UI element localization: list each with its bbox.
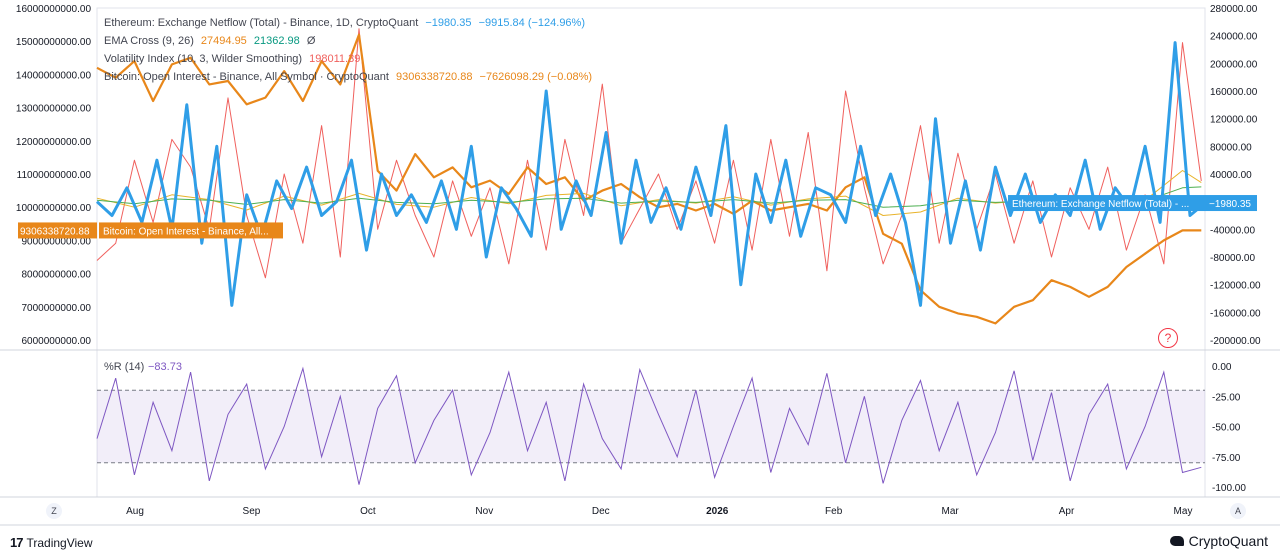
auto-scale-button[interactable]: A [1230,503,1246,519]
x-tick-label: Oct [360,506,376,517]
y-right-tick-label: 40000.00 [1210,170,1252,181]
netflow-price-tag [1205,195,1257,212]
x-tick-label: Feb [825,506,843,517]
y-left-tick-label: 14000000000.00 [16,70,92,81]
x-tick-label: Dec [592,506,610,517]
tradingview-mark-icon: 17 [10,535,24,550]
wr-tick-label: 0.00 [1212,362,1232,373]
wr-band [97,390,1205,463]
legend-volatility-index[interactable]: Volatility Index (10, 3, Wilder Smoothin… [104,53,361,65]
y-right-tick-label: 280000.00 [1210,4,1258,15]
netflow-series-tag [1008,195,1205,212]
y-right-tick-label: 240000.00 [1210,32,1258,43]
oi-series-tag [99,222,283,239]
chart-legend: Ethereum: Exchange Netflow (Total) - Bin… [104,14,592,86]
cryptoquant-mark-icon [1169,536,1184,546]
oi-price-tag-value: 9306338720.88 [20,226,90,237]
footer: 17 TradingView CryptoQuant [0,530,1280,557]
oi-series-tag-label: Bitcoin: Open Interest - Binance, All... [103,226,269,237]
chart-canvas: 16000000000.00 15000000000.00 14000000000.… [0,4,1280,526]
y-right-tick-label: -200000.00 [1210,336,1261,347]
x-tick-label: Apr [1059,506,1075,517]
y-right-tick-label: -40000.00 [1210,225,1255,236]
wr-pane-title: %R (14) [104,361,144,373]
y-left-tick-label: 9000000000.00 [21,236,91,247]
y-left-tick-label: 10000000000.00 [16,203,92,214]
cryptoquant-logo[interactable]: CryptoQuant [1169,533,1268,549]
x-tick-label: 2026 [706,506,729,517]
y-left-tick-label: 13000000000.00 [16,104,92,115]
y-right-tick-label: -80000.00 [1210,253,1255,264]
x-tick-label: Nov [475,506,493,517]
series-open-interest [96,33,1202,325]
y-right-tick-label: -160000.00 [1210,308,1261,319]
y-left-tick-label: 16000000000.00 [16,4,92,15]
y-right-tick-label: -120000.00 [1210,281,1261,292]
wr-tick-label: -25.00 [1212,392,1241,403]
netflow-series-tag-label: Ethereum: Exchange Netflow (Total) - ... [1012,199,1189,210]
legend-eth-netflow[interactable]: Ethereum: Exchange Netflow (Total) - Bin… [104,17,585,29]
series-exchange-netflow [95,41,1206,307]
legend-open-interest[interactable]: Bitcoin: Open Interest - Binance, All Sy… [104,71,593,83]
y-right-tick-label: 200000.00 [1210,59,1258,70]
wr-tick-label: -100.00 [1212,483,1246,494]
timezone-button[interactable]: Z [46,503,62,519]
y-left-tick-label: 12000000000.00 [16,137,92,148]
y-left-tick-label: 8000000000.00 [21,270,91,281]
series-williams-r [96,366,1202,485]
wr-pane-value: −83.73 [148,361,182,373]
x-tick-label: Aug [126,506,144,517]
y-right-tick-label: 160000.00 [1210,87,1258,98]
netflow-price-tag-value: −1980.35 [1209,199,1251,210]
wr-tick-label: -50.00 [1212,423,1241,434]
x-tick-label: Mar [941,506,959,517]
legend-ema-cross[interactable]: EMA Cross (9, 26) 27494.95 21362.98 Ø [104,35,316,47]
y-left-tick-label: 6000000000.00 [21,336,91,347]
tradingview-logo[interactable]: 17 TradingView [10,535,93,550]
y-left-tick-label: 7000000000.00 [21,303,91,314]
y-right-tick-label: 120000.00 [1210,115,1258,126]
y-right-tick-label: 80000.00 [1210,142,1252,153]
help-icon[interactable]: ? [1158,328,1178,348]
oi-price-tag [18,222,97,239]
y-left-tick-label: 15000000000.00 [16,37,92,48]
x-tick-label: Sep [243,506,261,517]
x-tick-label: May [1174,506,1193,517]
wr-tick-label: -75.00 [1212,453,1241,464]
y-left-tick-label: 11000000000.00 [17,170,92,181]
